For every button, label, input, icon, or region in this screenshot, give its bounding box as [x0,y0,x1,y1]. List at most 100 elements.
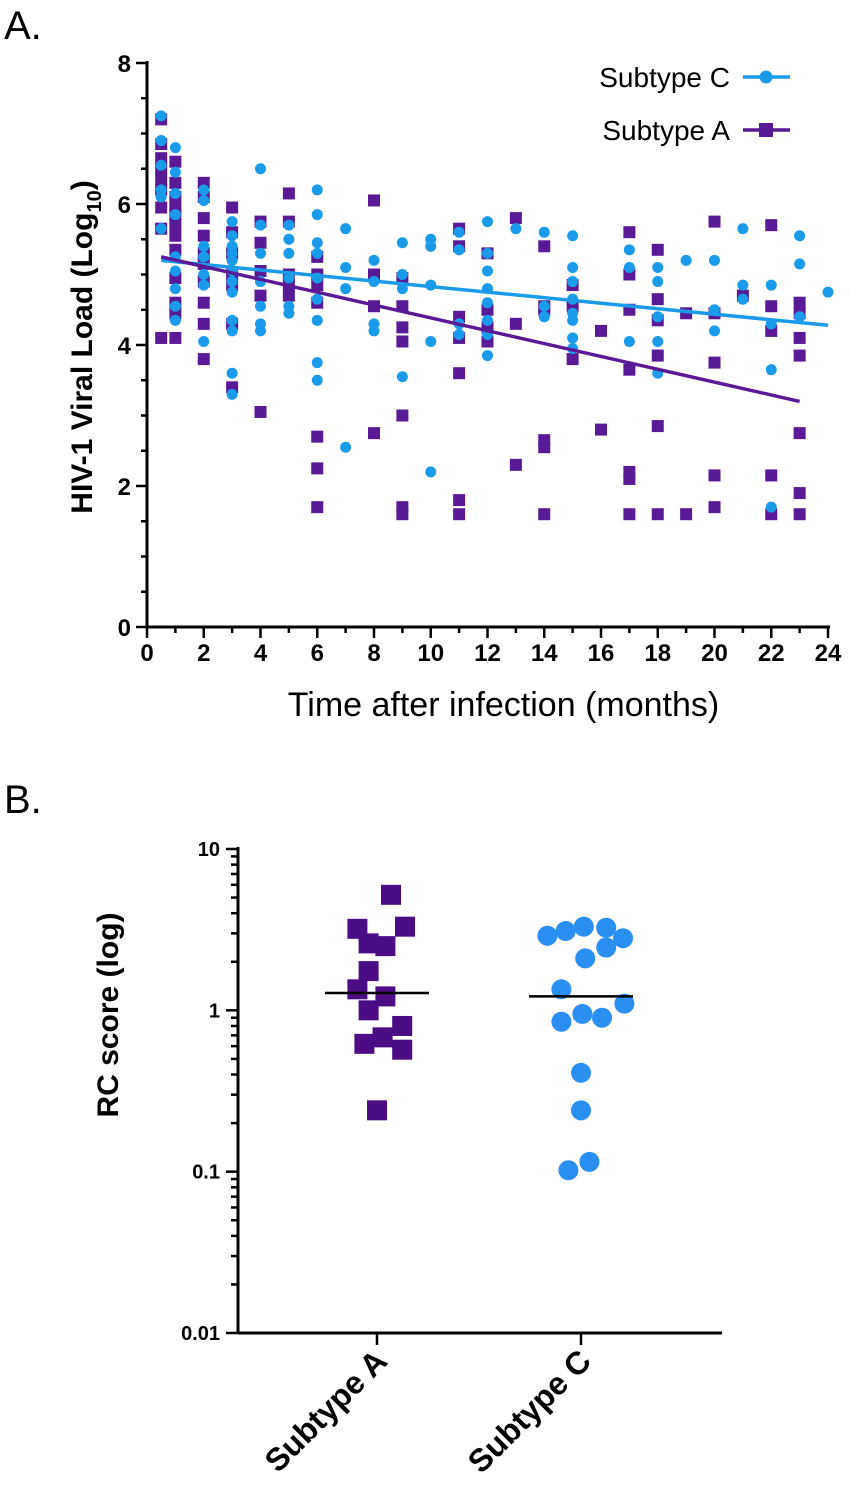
subtype-a-point [197,317,210,330]
y-tick-label: 8 [118,51,131,78]
subtype-c-point [794,311,806,323]
subtype-c-point [623,244,635,256]
subtype-c-point [538,226,550,238]
subtype-a-point [793,427,806,440]
subtype-a-point [311,462,324,475]
subtype-a-point [396,508,409,521]
subtype-a-point [651,508,664,521]
subtype-c-point [155,159,167,171]
subtype-a-point [509,317,522,330]
subtype-a-point [155,331,168,344]
y-axis-title: HIV-1 Viral Load (Log10) [66,180,106,513]
subtype-a-point [623,363,636,376]
subtype-c-point [340,283,352,295]
subtype-c-point [255,247,266,259]
subtype-c-rc-point [573,916,594,937]
subtype-c-point [311,237,323,249]
subtype-c-point [482,247,493,259]
subtype-c-point [765,501,777,513]
subtype-a-point [169,155,182,168]
subtype-a-rc-point [381,884,401,905]
subtype-c-rc-point [572,1003,593,1024]
subtype-c-point [311,357,323,369]
subtype-c-point [737,293,749,305]
subtype-a-point [282,289,295,302]
subtype-a-point [651,349,664,362]
subtype-c-rc-point [614,993,635,1014]
subtype-a-point [623,472,636,485]
subtype-c-point [794,258,806,270]
legend-marker-subtype-c [759,70,773,84]
y-tick-label: 2 [118,474,131,501]
subtype-c-point [368,325,380,337]
subtype-c-point [368,254,380,266]
x-category-label: Subtype C [461,1342,598,1479]
subtype-a-point [651,420,664,433]
subtype-a-rc-point [358,1000,379,1021]
subtype-a-rc-point [395,916,415,937]
subtype-c-rc-point [558,1160,579,1181]
subtype-a-point [793,508,806,521]
subtype-a-point [368,194,380,207]
y-axis-title-subscript: 10 [84,190,106,212]
subtype-a-point [311,430,324,443]
y-axis-title: RC score (log) [92,912,125,1117]
subtype-c-point [311,293,323,305]
subtype-c-trend-line [161,258,829,328]
subtype-c-point [453,244,465,256]
subtype-c-point [283,233,295,245]
x-tick-label: 22 [758,640,785,667]
y-tick-label: 0.01 [181,1323,220,1345]
subtype-a-point [396,409,409,422]
subtype-a-point [765,469,778,482]
subtype-c-point [567,332,579,344]
subtype-c-rc-point [571,1100,591,1121]
subtype-a-point [169,331,182,344]
subtype-a-point [708,469,721,482]
subtype-c-point [709,254,720,266]
subtype-c-rc-point [571,1062,591,1083]
subtype-a-rc-point [375,936,396,957]
subtype-c-point [198,269,210,280]
y-tick-label: 0.1 [192,1162,220,1184]
subtype-c-point [169,166,181,178]
subtype-c-point [311,314,323,326]
subtype-a-point [311,501,324,514]
subtype-a-point [793,487,806,500]
y-tick-label: 4 [118,333,132,360]
subtype-c-point [226,230,238,242]
x-category-label: Subtype A [257,1342,394,1479]
panel-b-chart: 0.01 0.1 1 10 Subtype A Subtype C RC score (lo… [92,839,722,1480]
subtype-c-point [311,184,323,196]
subtype-c-point [283,247,295,259]
subtype-a-point [169,219,182,232]
subtype-c-point [765,279,777,291]
subtype-a-point [680,508,693,521]
subtype-c-point [283,219,295,231]
x-tick-label: 6 [311,640,324,667]
subtype-c-point [340,261,352,273]
subtype-a-point [197,296,210,309]
x-tick-label: 18 [644,640,671,667]
subtype-c-point [198,279,210,291]
subtype-c-point [155,223,167,235]
subtype-a-point [793,296,806,309]
subtype-c-point [198,240,210,252]
x-tick-label: 4 [254,640,268,667]
panel-a-label: A. [4,4,42,48]
subtype-a-point [453,367,466,380]
y-axis-title-main: HIV-1 Viral Load (Log [66,213,99,514]
subtype-c-point [680,254,692,266]
subtype-c-point [198,251,210,263]
subtype-c-rc-point [579,1151,600,1172]
subtype-c-point [737,279,749,291]
subtype-c-point [482,216,493,228]
subtype-c-point [155,135,167,147]
subtype-c-point [283,307,295,319]
subtype-c-point [482,314,493,326]
subtype-c-point [482,265,493,277]
subtype-c-rc-point [575,948,596,969]
subtype-a-point [254,236,267,249]
subtype-c-point [226,388,238,400]
subtype-c-point [567,230,579,242]
